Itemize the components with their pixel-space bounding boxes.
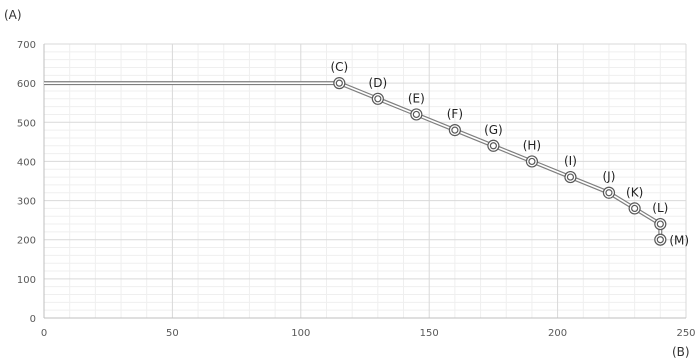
data-point-marker (410, 108, 423, 121)
data-point-marker (602, 186, 616, 199)
y-tick-label: 600 (17, 79, 36, 90)
x-tick-label: 250 (676, 328, 695, 339)
x-tick-label: 150 (420, 328, 439, 339)
y-axis-title: (A) (4, 8, 22, 22)
y-tick-label: 300 (17, 197, 36, 208)
y-tick-label: 100 (17, 275, 36, 286)
x-tick-label: 200 (548, 328, 567, 339)
x-tick-label: 50 (166, 328, 179, 339)
data-point-marker (628, 202, 641, 215)
minor-grid (44, 44, 686, 318)
data-point-marker (487, 139, 500, 152)
point-label: (H) (523, 138, 541, 152)
y-tick-label: 700 (17, 40, 36, 51)
point-label: (I) (564, 154, 577, 168)
data-point-marker (654, 217, 667, 231)
point-label: (K) (626, 185, 643, 199)
x-tick-label: 0 (41, 328, 47, 339)
x-axis-title: (B) (672, 345, 690, 359)
x-tick-label: 100 (291, 328, 310, 339)
y-tick-label: 0 (30, 314, 36, 325)
point-label: (J) (603, 170, 616, 184)
point-label: (E) (408, 91, 425, 105)
point-label: (F) (447, 107, 463, 121)
data-point-marker (333, 77, 346, 90)
y-tick-label: 400 (17, 157, 36, 168)
point-label: (G) (484, 123, 503, 137)
data-point-marker (371, 92, 384, 105)
data-point-marker (654, 233, 667, 246)
data-point-marker (525, 155, 539, 168)
point-label: (C) (330, 60, 348, 74)
point-labels: (C) (D) (E) (F) (G) (H) (I) (J) (K) (L) (M) (330, 60, 689, 248)
axes (43, 44, 686, 319)
y-tick-label: 500 (17, 118, 36, 129)
point-label: (D) (369, 76, 388, 90)
data-point-marker (448, 124, 461, 137)
point-label: (L) (652, 201, 668, 215)
series (44, 77, 667, 246)
tick-labels: 0 50 100 150 200 250 0 100 200 300 400 500 600 700 (17, 40, 696, 339)
data-point-marker (564, 170, 577, 184)
point-label: (M) (669, 234, 689, 248)
y-tick-label: 200 (17, 236, 36, 247)
